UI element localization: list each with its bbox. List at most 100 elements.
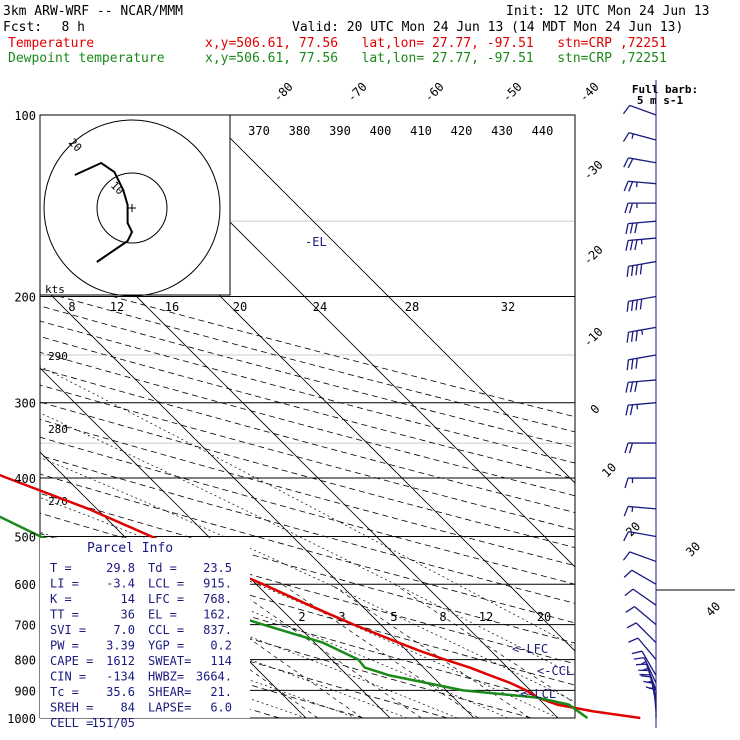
- barb-flag: [635, 358, 638, 369]
- barb-flag: [634, 222, 638, 234]
- parcel-info-cell: PW =: [50, 639, 79, 653]
- barb-flag: [634, 381, 638, 392]
- parcel-info-cell: 23.5: [203, 561, 232, 575]
- barb-flag: [630, 265, 634, 277]
- theta-label: 430: [491, 124, 513, 138]
- mixing-ratio-label: 8: [439, 610, 446, 624]
- wind-barb: [624, 442, 656, 454]
- isotherm-label: 0: [588, 402, 603, 417]
- wind-barb: [623, 505, 657, 517]
- wind-barb: [622, 551, 657, 563]
- parcel-info-cell: 14: [121, 592, 135, 606]
- wind-barb: [622, 104, 657, 116]
- barb-staff: [631, 569, 657, 585]
- legend-temperature-info: x,y=506.61, 77.56 lat,lon= 27.77, -97.51…: [205, 36, 667, 51]
- parcel-info-cell: 0.2: [210, 639, 232, 653]
- mixing-ratio-label: 3: [338, 610, 345, 624]
- lcl-marker: <-LCL: [520, 687, 556, 701]
- barb-flag: [624, 588, 634, 597]
- barb-flag: [623, 569, 633, 578]
- mixing-ratio-line: [394, 583, 575, 704]
- parcel-info-bg: [40, 538, 250, 718]
- hodograph-frame: [39, 114, 231, 296]
- wind-barb: [625, 606, 657, 626]
- theta-e-label: 32: [501, 300, 515, 314]
- valid-time: Valid: 20 UTC Mon 24 Jun 13 (14 MDT Mon …: [292, 20, 683, 35]
- moist-adiabat: [40, 457, 575, 703]
- parcel-info-cell: 36: [121, 608, 135, 622]
- isotherm-label: -50: [500, 80, 525, 105]
- barb-flag: [630, 331, 634, 342]
- barb-staff: [632, 588, 657, 606]
- barb-staff: [629, 551, 657, 563]
- barb-flag: [630, 358, 634, 370]
- barb-flag: [629, 223, 634, 234]
- barb-flag: [628, 181, 634, 192]
- barb-flag: [625, 240, 629, 251]
- parcel-info-cell: YGP =: [148, 639, 184, 653]
- barb-flag: [635, 299, 638, 311]
- isotherm-label: -40: [577, 80, 602, 105]
- barb-flag: [629, 404, 634, 416]
- barb-flag: [624, 477, 629, 489]
- barb-staff: [628, 505, 657, 510]
- parcel-info-cell: CIN =: [50, 670, 86, 684]
- theta-label: 390: [329, 124, 351, 138]
- barb-staff: [637, 637, 657, 660]
- barb-half: [641, 329, 644, 335]
- wind-barb: [624, 588, 657, 606]
- barb-staff: [628, 157, 657, 164]
- parcel-info-cell: 3664.: [196, 670, 232, 684]
- barb-flag: [635, 264, 638, 276]
- mixing-ratio-label: 20: [537, 610, 551, 624]
- barb-flag: [625, 606, 635, 613]
- pressure-label: 300: [14, 397, 36, 411]
- mixing-ratio-label: 12: [479, 610, 493, 624]
- theta-e-label: 8: [68, 300, 75, 314]
- isotherm-label: -60: [422, 80, 447, 105]
- moist-adiabat: [40, 586, 407, 718]
- theta-e-label: 12: [110, 300, 124, 314]
- isotherm-label: -20: [581, 243, 606, 268]
- barb-flag: [626, 332, 630, 343]
- parcel-info-cell: -134: [106, 670, 135, 684]
- barb-flag: [626, 359, 630, 371]
- hodograph-ring-20: [43, 119, 221, 297]
- el-marker: -EL: [305, 235, 327, 249]
- barb-legend-title: Full barb:: [632, 83, 698, 96]
- isotherm-label: 10: [599, 460, 619, 480]
- hodograph-trace: [74, 161, 134, 263]
- legend-dewpoint-name: Dewpoint temperature: [8, 51, 165, 66]
- barb-flag: [628, 202, 634, 214]
- pressure-label: 800: [14, 654, 36, 668]
- wind-barb: [635, 663, 657, 691]
- parcel-info-cell: TT =: [50, 608, 79, 622]
- barb-staff: [628, 220, 657, 225]
- moist-adiabat: [40, 365, 575, 648]
- parcel-info-cell: 7.0: [113, 623, 135, 637]
- parcel-info-cell: 21.: [210, 685, 232, 699]
- parcel-info-cell: CCL =: [148, 623, 184, 637]
- plot-frame: [39, 114, 576, 719]
- barb-flag: [639, 264, 643, 275]
- barb-flag: [630, 300, 634, 312]
- dry-adiabat: [40, 351, 575, 497]
- wind-barb: [625, 379, 657, 393]
- barb-staff: [643, 657, 657, 684]
- dry-adiabat: [40, 290, 575, 433]
- parcel-info-cell: T =: [50, 561, 72, 575]
- theta-label: 420: [451, 124, 473, 138]
- theta-e-label: 16: [165, 300, 179, 314]
- wind-barb: [626, 622, 657, 644]
- parcel-info-cell: 151/05: [92, 716, 135, 730]
- dry-adiabat: [40, 305, 575, 448]
- barb-staff: [634, 606, 657, 626]
- wind-barbs: [622, 80, 735, 728]
- dry-adiabat: [40, 336, 575, 480]
- barb-flag: [625, 223, 629, 234]
- legend-dewpoint-info: x,y=506.61, 77.56 lat,lon= 27.77, -97.51…: [205, 51, 667, 66]
- theta-e-label: 20: [233, 300, 247, 314]
- theta-left-label: 280: [48, 423, 68, 436]
- parcel-info-cell: Tc =: [50, 685, 79, 699]
- barb-flag: [628, 442, 634, 454]
